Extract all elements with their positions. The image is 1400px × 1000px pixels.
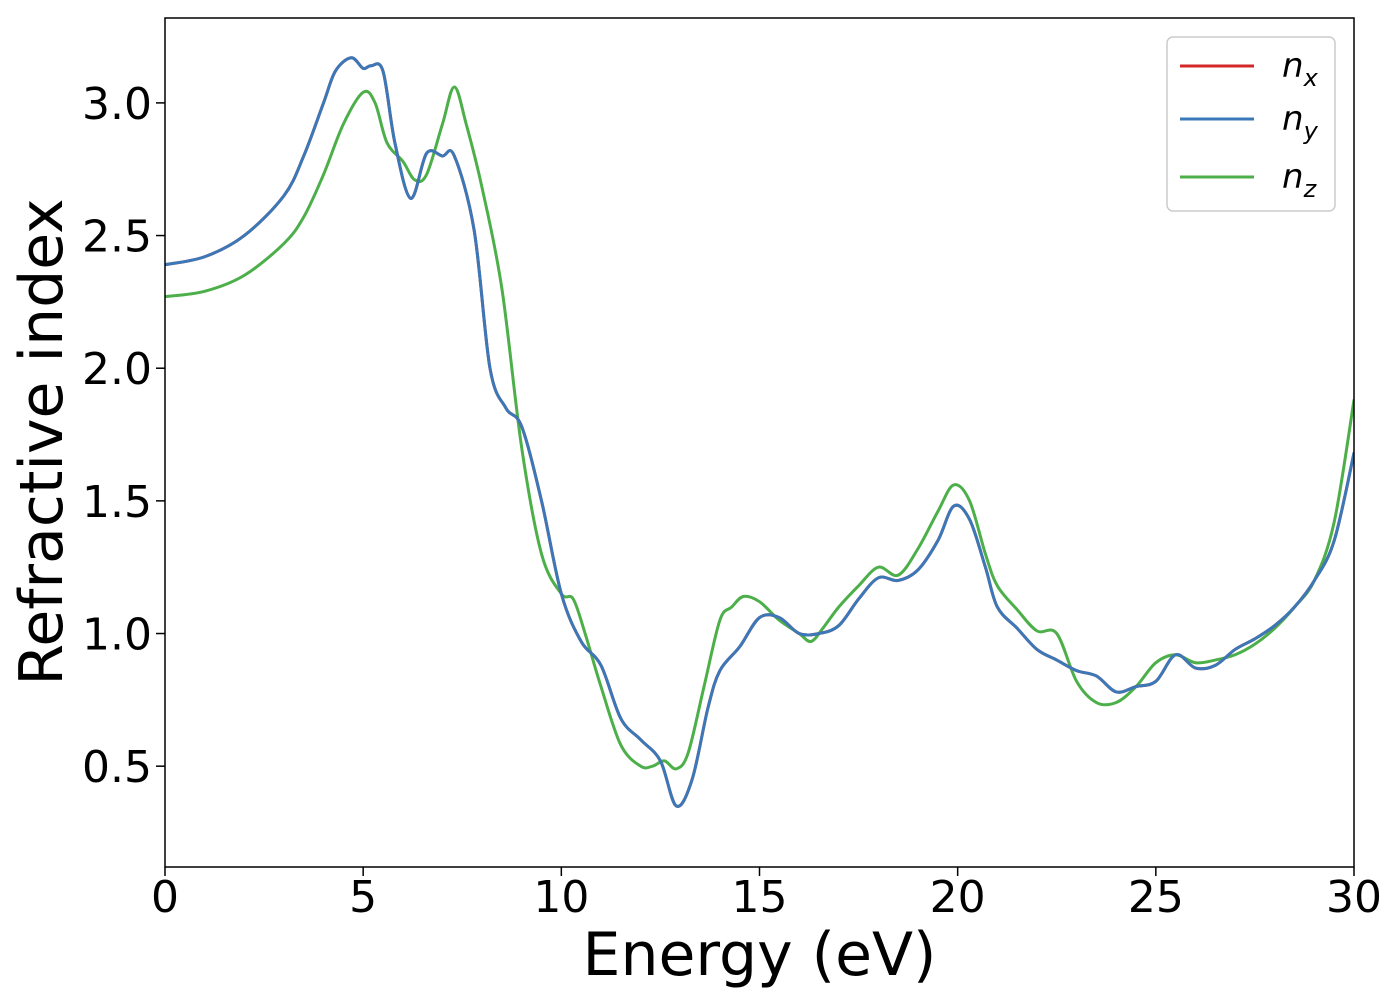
y-tick-label: 1.0 [82,610,152,661]
y-tick-label: 2.0 [82,344,152,395]
y-axis-ticks: 0.5 1.0 1.5 2.0 2.5 3.0 [82,79,165,793]
x-tick-label: 5 [349,872,377,923]
x-tick-label: 20 [930,872,986,923]
y-tick-label: 0.5 [82,742,152,793]
y-axis-label: Refractive index [7,198,77,685]
y-tick-label: 3.0 [82,79,152,130]
series-line-ny [165,56,1354,808]
x-tick-label: 0 [151,872,179,923]
x-tick-label: 15 [732,872,788,923]
y-tick-label: 2.5 [82,212,152,263]
x-tick-label: 10 [533,872,589,923]
x-tick-label: 25 [1128,872,1184,923]
series-layer [165,56,1354,808]
x-axis-ticks: 0 5 10 15 20 25 30 [151,867,1382,923]
legend-subscript-x: x [1303,64,1319,92]
y-tick-label: 1.5 [82,477,152,528]
x-axis-label: Energy (eV) [583,920,937,990]
legend-subscript-z: z [1303,175,1318,203]
x-tick-label: 30 [1326,872,1382,923]
legend-subscript-y: y [1303,117,1319,145]
plot-area [165,18,1354,867]
legend-frame [1166,36,1336,212]
